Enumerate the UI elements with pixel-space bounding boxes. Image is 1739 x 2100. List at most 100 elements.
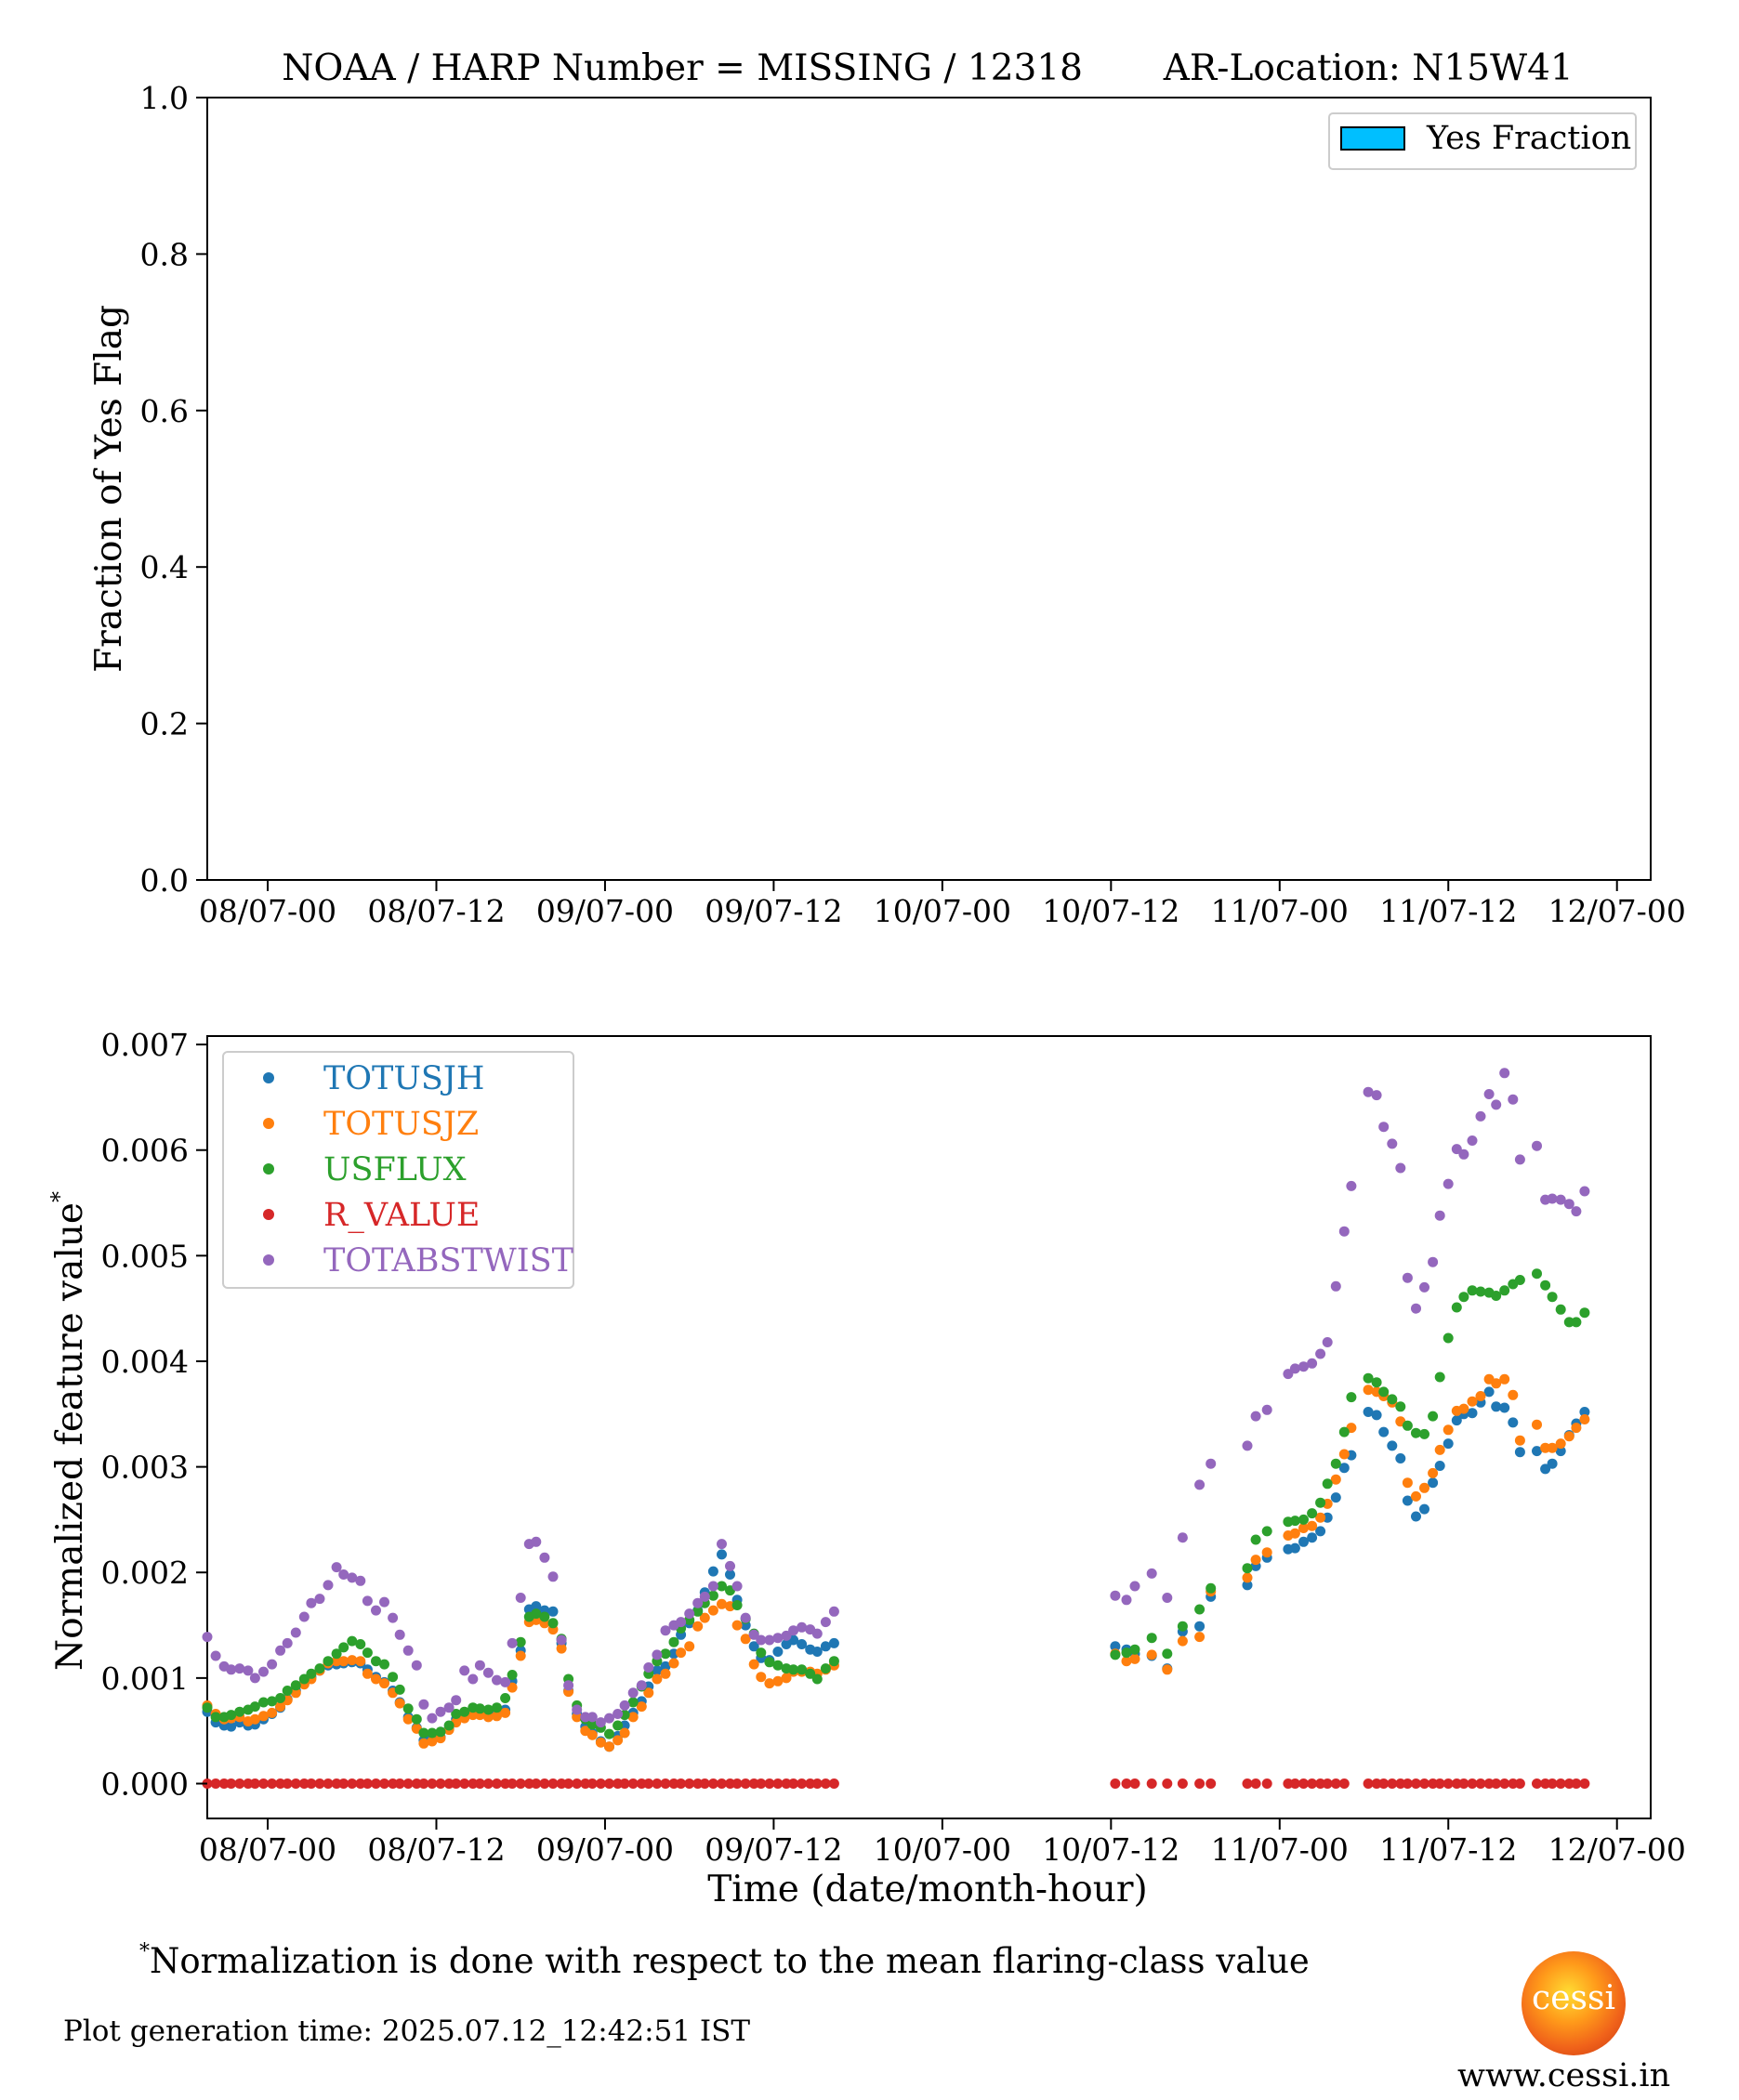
data-point — [1298, 1361, 1309, 1372]
data-point — [707, 1590, 718, 1601]
data-point — [1289, 1516, 1300, 1527]
data-point — [1371, 1778, 1382, 1789]
series-totabstwist — [202, 1068, 1590, 1728]
data-point — [275, 1693, 286, 1703]
data-point — [492, 1778, 502, 1789]
data-point — [1514, 1435, 1525, 1446]
data-point — [1395, 1401, 1406, 1412]
data-point — [1307, 1532, 1318, 1543]
top-y-tick-label: 0.8 — [140, 236, 189, 272]
data-point — [1242, 1580, 1253, 1591]
data-point — [1508, 1417, 1519, 1428]
data-point — [1330, 1492, 1341, 1503]
data-point — [290, 1687, 301, 1699]
data-point — [1205, 1778, 1217, 1789]
bottom-y-tick-label: 0.007 — [101, 1027, 189, 1063]
top-x-tick-label: 09/07-00 — [536, 893, 674, 929]
data-point — [1194, 1778, 1205, 1789]
data-point — [531, 1778, 542, 1789]
data-point — [1514, 1154, 1525, 1165]
data-point — [1315, 1778, 1326, 1789]
data-point — [1483, 1386, 1495, 1398]
data-point — [1338, 1426, 1350, 1437]
data-point — [1242, 1563, 1253, 1574]
data-point — [764, 1657, 775, 1668]
data-point — [1563, 1199, 1574, 1210]
data-point — [547, 1618, 559, 1629]
data-point — [1467, 1408, 1478, 1419]
data-point — [676, 1617, 687, 1628]
bottom-legend: TOTUSJH TOTUSJZ USFLUX R_VALUE TOTABSTWIST — [222, 1051, 574, 1289]
data-point — [604, 1728, 614, 1739]
data-point — [331, 1562, 342, 1573]
data-point — [1451, 1415, 1462, 1426]
data-point — [828, 1778, 839, 1789]
top-y-tick-label: 0.0 — [140, 862, 189, 899]
data-point — [811, 1647, 823, 1657]
data-point — [1395, 1778, 1406, 1789]
data-point — [202, 1702, 213, 1713]
data-point — [1121, 1656, 1132, 1667]
data-point — [748, 1641, 759, 1652]
data-point — [627, 1697, 639, 1708]
data-point — [1121, 1595, 1132, 1606]
data-point — [1162, 1593, 1173, 1603]
data-point — [1411, 1511, 1421, 1522]
data-point — [258, 1778, 269, 1789]
data-point — [828, 1656, 839, 1667]
data-point — [1532, 1446, 1542, 1457]
data-point — [1458, 1403, 1469, 1414]
data-point — [394, 1698, 405, 1709]
data-point — [1315, 1512, 1326, 1523]
data-point — [355, 1575, 366, 1586]
data-point — [660, 1625, 671, 1636]
data-point — [1378, 1778, 1390, 1789]
data-point — [1402, 1272, 1413, 1283]
top-chart-title: NOAA / HARP Number = MISSING / 12318 AR-… — [282, 47, 1573, 89]
data-point — [1443, 1332, 1454, 1344]
data-point — [347, 1655, 358, 1666]
data-point — [595, 1778, 606, 1789]
top-y-tick-label: 0.4 — [140, 549, 189, 585]
data-point — [788, 1778, 799, 1789]
data-point — [1411, 1303, 1421, 1314]
data-point — [492, 1702, 502, 1713]
data-point — [1411, 1490, 1421, 1502]
data-point — [1162, 1648, 1173, 1660]
data-point — [1378, 1122, 1390, 1133]
data-point — [275, 1701, 286, 1713]
data-point — [740, 1778, 751, 1789]
data-point — [1428, 1477, 1439, 1489]
data-point — [1338, 1463, 1350, 1474]
data-point — [604, 1741, 614, 1752]
data-point — [1571, 1317, 1582, 1328]
data-point — [1177, 1635, 1188, 1647]
data-point — [811, 1778, 823, 1789]
data-point — [1434, 1778, 1445, 1789]
top-y-tick-label: 0.6 — [140, 393, 189, 429]
data-point — [507, 1637, 518, 1648]
data-point — [249, 1778, 260, 1789]
data-point — [1194, 1632, 1205, 1643]
data-point — [451, 1778, 462, 1789]
data-point — [781, 1778, 792, 1789]
data-point — [1346, 1392, 1357, 1403]
data-point — [459, 1706, 470, 1717]
data-point — [707, 1605, 718, 1616]
data-point — [1387, 1394, 1398, 1405]
data-point — [1298, 1514, 1309, 1525]
data-point — [282, 1778, 293, 1789]
data-point — [306, 1597, 317, 1608]
data-point — [331, 1778, 342, 1789]
data-point — [668, 1658, 679, 1669]
data-point — [468, 1710, 479, 1721]
data-point — [1571, 1778, 1582, 1789]
data-point — [492, 1711, 502, 1722]
data-point — [1443, 1778, 1454, 1789]
data-point — [1411, 1427, 1421, 1438]
data-point — [275, 1645, 286, 1656]
data-point — [805, 1778, 816, 1789]
data-point — [699, 1591, 710, 1602]
data-point — [290, 1627, 301, 1638]
data-point — [1547, 1292, 1558, 1303]
